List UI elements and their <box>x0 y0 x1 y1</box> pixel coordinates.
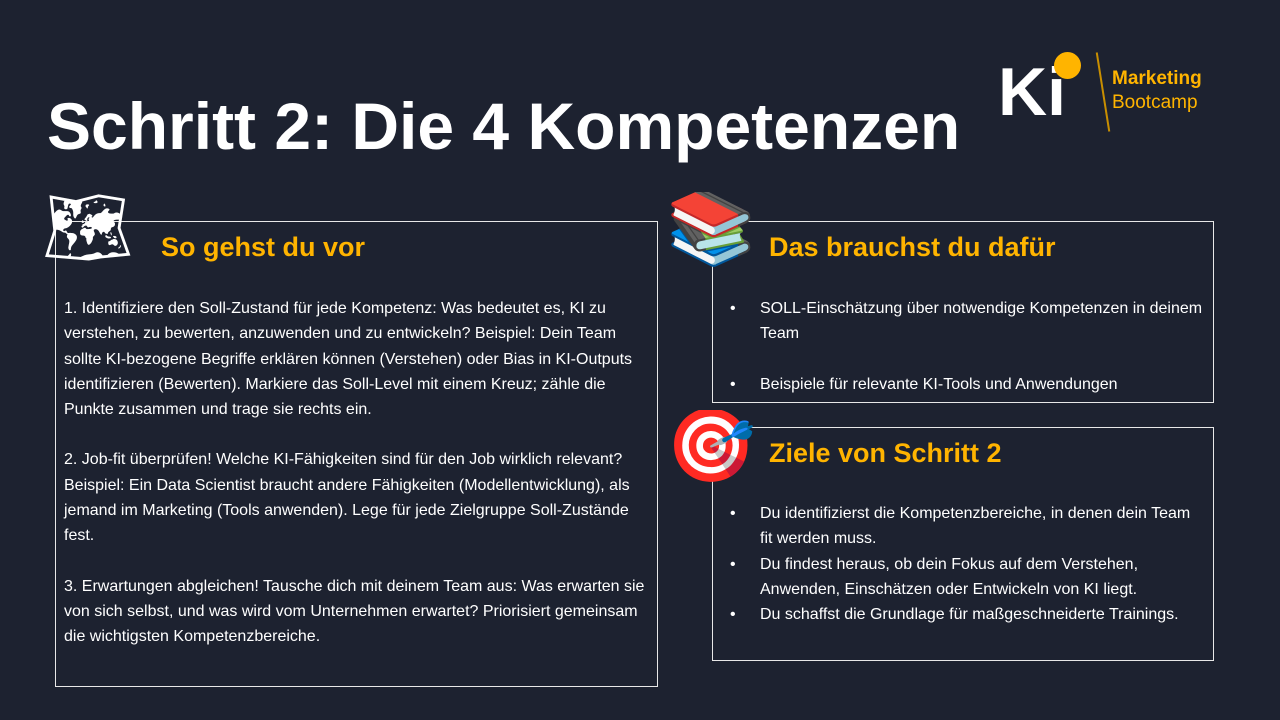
goals-item: Du findest heraus, ob dein Fokus auf dem… <box>712 552 1207 603</box>
step-2: 2. Job-fit überprüfen! Welche KI-Fähigke… <box>64 451 630 545</box>
world-map-icon: 🗺 <box>42 192 134 268</box>
logo-line1: Marketing <box>1112 68 1202 89</box>
target-icon: 🎯 <box>666 410 756 486</box>
logo-divider <box>1095 52 1111 132</box>
logo-line2: Bootcamp <box>1112 92 1198 113</box>
logo: Ki Marketing Bootcamp <box>998 50 1228 135</box>
logo-dot <box>1054 52 1081 79</box>
needs-item: Beispiele für relevante KI-Tools und Anw… <box>712 372 1207 398</box>
goals-heading: Ziele von Schritt 2 <box>769 438 1002 468</box>
steps-text: 1. Identifiziere den Soll-Zustand für je… <box>64 296 652 675</box>
goals-item: Du identifizierst die Kompetenzbereiche,… <box>712 501 1207 552</box>
needs-heading: Das brauchst du dafür <box>769 232 1056 262</box>
needs-list: SOLL-Einschätzung über notwendige Kompet… <box>712 296 1207 397</box>
goals-list: Du identifizierst die Kompetenzbereiche,… <box>712 501 1207 628</box>
steps-heading: So gehst du vor <box>161 232 366 262</box>
steps-box <box>55 221 658 687</box>
goals-item: Du schaffst die Grundlage für maßgeschne… <box>712 602 1207 628</box>
needs-item: SOLL-Einschätzung über notwendige Kompet… <box>712 296 1207 347</box>
books-icon: 📚 <box>666 192 756 268</box>
step-1: 1. Identifiziere den Soll-Zustand für je… <box>64 300 633 419</box>
step-3: 3. Erwartungen abgleichen! Tausche dich … <box>64 577 645 646</box>
page-title: Schritt 2: Die 4 Kompetenzen <box>47 89 961 163</box>
